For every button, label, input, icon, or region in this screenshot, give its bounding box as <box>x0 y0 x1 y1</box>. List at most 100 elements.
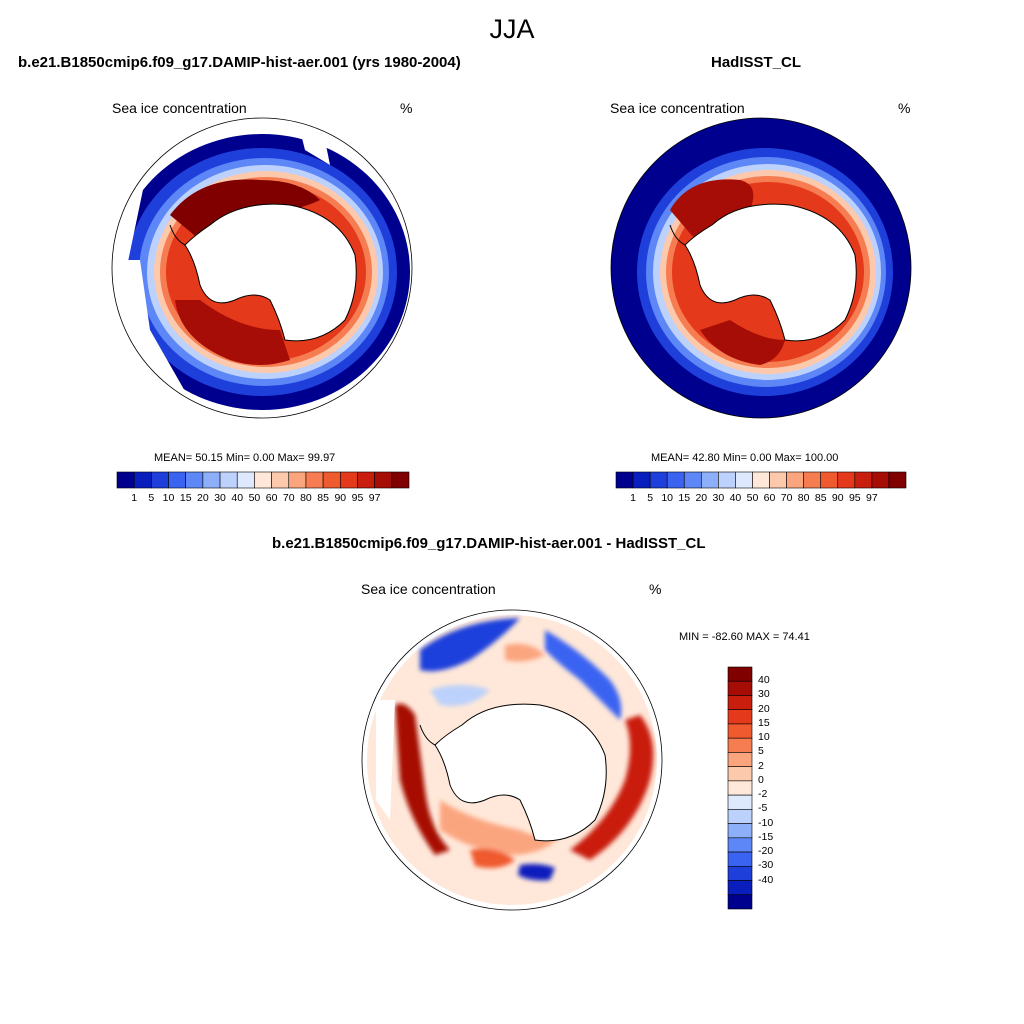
model-colorbar-swatch <box>202 471 221 489</box>
model-colorbar-tick: 20 <box>197 492 209 504</box>
diff-colorbar-tick: 0 <box>758 773 764 786</box>
model-colorbar-swatch <box>185 471 204 489</box>
diff-colorbar-swatch <box>727 809 753 824</box>
obs-colorbar-tick: 85 <box>814 492 827 504</box>
obs-antarctica-land <box>684 203 857 342</box>
diff-colorbar-swatch <box>727 766 753 782</box>
obs-sea-ice-map <box>610 117 912 419</box>
diff-colorbar-swatch <box>727 837 753 853</box>
diff-colorbar-swatch <box>727 851 753 867</box>
diff-colorbar-swatch <box>727 680 753 696</box>
obs-colorbar-swatch <box>769 471 787 489</box>
obs-colorbar-swatch <box>786 471 804 489</box>
model-colorbar-swatch <box>271 471 290 489</box>
obs-colorbar-tick: 1 <box>630 492 636 504</box>
diff-colorbar-tick: 15 <box>758 716 770 729</box>
obs-colorbar-tick: 20 <box>695 492 708 504</box>
diff-panel-title: b.e21.B1850cmip6.f09_g17.DAMIP-hist-aer.… <box>272 535 706 552</box>
diff-colorbar-tick: 40 <box>758 674 770 687</box>
diff-colorbar-tick: -40 <box>758 873 774 886</box>
model-colorbar-swatch <box>339 471 358 489</box>
season-title: JJA <box>489 14 535 44</box>
model-colorbar-tick: 70 <box>282 492 295 504</box>
obs-colorbar-tick: 30 <box>712 492 725 504</box>
model-colorbar-tick: 10 <box>162 492 175 504</box>
model-colorbar-tick: 85 <box>317 492 329 504</box>
model-colorbar-tick: 80 <box>300 492 312 504</box>
model-stats: MEAN= 50.15 Min= 0.00 Max= 99.97 <box>154 452 336 464</box>
diff-colorbar-tick: 20 <box>758 702 770 715</box>
obs-panel-title: HadISST_CL <box>711 54 802 71</box>
diff-sea-ice-map <box>361 609 663 911</box>
model-colorbar-swatch <box>322 471 341 489</box>
obs-colorbar <box>615 471 907 489</box>
diff-colorbar-swatch <box>727 666 753 682</box>
obs-colorbar-swatch <box>888 471 907 489</box>
diff-colorbar-swatch <box>727 865 753 881</box>
model-colorbar-swatch <box>254 471 272 489</box>
model-colorbar-swatch <box>151 471 169 489</box>
model-colorbar-tick: 1 <box>131 492 138 504</box>
obs-colorbar-swatch <box>649 471 668 489</box>
model-colorbar-swatch <box>133 471 152 489</box>
obs-colorbar-swatch <box>854 471 873 489</box>
diff-colorbar-tick: 2 <box>758 759 764 772</box>
diff-colorbar-tick: -30 <box>758 859 774 872</box>
model-colorbar-swatch <box>357 471 375 489</box>
obs-colorbar-tick: 15 <box>678 492 691 504</box>
obs-colorbar-tick: 10 <box>661 492 674 504</box>
diff-colorbar-swatch <box>727 794 753 810</box>
diff-colorbar-tick: -10 <box>758 816 774 829</box>
diff-colorbar-swatch <box>727 823 753 839</box>
obs-colorbar-swatch <box>718 471 736 489</box>
diff-colorbar-tick: -2 <box>758 788 768 801</box>
obs-colorbar-swatch <box>615 471 634 489</box>
obs-colorbar-tick: 40 <box>729 492 742 504</box>
model-antarctica-land <box>184 203 357 342</box>
diff-colorbar-swatch <box>727 752 753 767</box>
model-panel-title: b.e21.B1850cmip6.f09_g17.DAMIP-hist-aer.… <box>18 54 461 71</box>
model-colorbar-tick: 5 <box>148 492 155 504</box>
diff-units-label: % <box>649 581 662 597</box>
obs-colorbar-tick: 5 <box>647 492 654 504</box>
obs-colorbar-swatch <box>820 471 839 489</box>
diff-colorbar-tick: -5 <box>758 802 768 815</box>
diff-variable-label: Sea ice concentration <box>361 581 496 597</box>
model-variable-label: Sea ice concentration <box>112 100 247 116</box>
model-units-label: % <box>400 100 413 116</box>
diff-antarctica-land <box>434 703 607 842</box>
diff-colorbar-swatch <box>727 737 753 753</box>
diff-colorbar-tick: 5 <box>758 745 764 758</box>
obs-colorbar-swatch <box>752 471 770 489</box>
model-colorbar-tick: 30 <box>214 492 226 504</box>
model-colorbar <box>116 471 410 489</box>
diff-colorbar-swatch <box>727 894 753 910</box>
model-colorbar-swatch <box>391 471 410 489</box>
obs-colorbar-swatch <box>666 471 685 489</box>
obs-colorbar-swatch <box>837 471 856 489</box>
model-colorbar-tick: 97 <box>368 492 381 504</box>
obs-colorbar-tick: 95 <box>848 492 861 504</box>
obs-colorbar-swatch <box>683 471 702 489</box>
model-colorbar-swatch <box>116 471 135 489</box>
obs-colorbar-tick: 60 <box>763 492 776 504</box>
model-sea-ice-map <box>111 117 413 419</box>
model-colorbar-tick: 90 <box>334 492 347 504</box>
obs-colorbar-swatch <box>871 471 890 489</box>
obs-colorbar-tick: 50 <box>746 492 759 504</box>
model-colorbar-tick: 95 <box>351 492 364 504</box>
obs-stats: MEAN= 42.80 Min= 0.00 Max= 100.00 <box>651 452 839 464</box>
diff-colorbar-swatch <box>727 709 753 725</box>
diff-stats: MIN = -82.60 MAX = 74.41 <box>679 631 810 643</box>
obs-colorbar-swatch <box>700 471 719 489</box>
diff-colorbar-tick: 30 <box>758 688 770 701</box>
diff-colorbar-swatch <box>727 780 753 796</box>
model-colorbar-swatch <box>219 471 238 489</box>
diff-colorbar-swatch <box>727 880 753 896</box>
obs-colorbar-swatch <box>803 471 822 489</box>
diff-colorbar-swatch <box>727 723 753 739</box>
model-colorbar-tick: 50 <box>248 492 261 504</box>
diff-colorbar-tick: 10 <box>758 731 770 744</box>
obs-colorbar-tick: 80 <box>797 492 810 504</box>
